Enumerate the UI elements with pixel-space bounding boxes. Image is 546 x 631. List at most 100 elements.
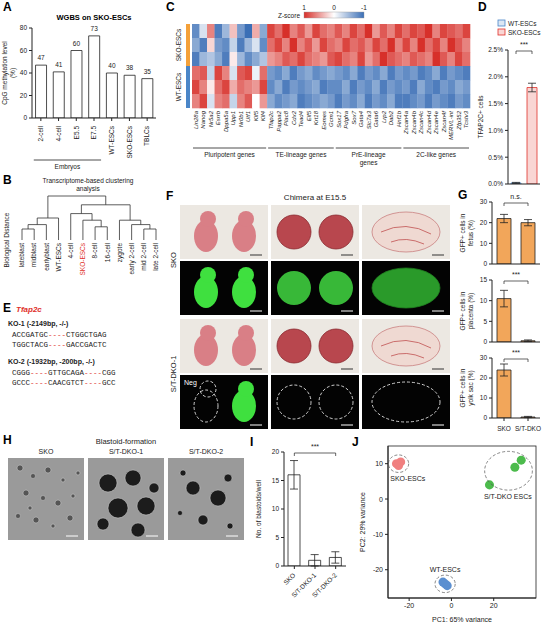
svg-text:15: 15 — [272, 477, 280, 484]
svg-text:S/T-DKO ESCs: S/T-DKO ESCs — [484, 493, 532, 500]
svg-text:5: 5 — [275, 534, 279, 541]
svg-text:1.5%: 1.5% — [488, 100, 503, 107]
svg-text:30: 30 — [480, 198, 488, 205]
svg-text:***: *** — [512, 349, 520, 356]
svg-text:20: 20 — [480, 374, 488, 381]
svg-text:E: E — [3, 301, 11, 315]
svg-text:G: G — [458, 188, 467, 202]
svg-text:Z-score: Z-score — [278, 12, 300, 19]
svg-text:Zscan4d: Zscan4d — [426, 110, 432, 135]
svg-text:10: 10 — [480, 297, 488, 304]
svg-text:-1: -1 — [361, 4, 367, 11]
svg-text:20: 20 — [490, 602, 498, 609]
svg-text:SKO-ESCs: SKO-ESCs — [126, 125, 133, 158]
svg-text:Plac8: Plac8 — [283, 110, 289, 126]
svg-text:2.5%: 2.5% — [488, 46, 503, 53]
svg-text:Zscan4f: Zscan4f — [441, 110, 447, 134]
svg-text:30: 30 — [480, 354, 488, 361]
svg-text:Hnf1b: Hnf1b — [396, 110, 402, 127]
svg-text:WGBS on SKO-ESCs: WGBS on SKO-ESCs — [56, 13, 131, 22]
svg-text:80: 80 — [20, 24, 28, 31]
svg-text:Zscan4c: Zscan4c — [418, 111, 424, 135]
svg-text:CGGG----GTTGCAGA----CGG: CGGG----GTTGCAGA----CGG — [12, 369, 116, 377]
svg-text:Dab2: Dab2 — [388, 110, 394, 125]
svg-text:SKO: SKO — [497, 425, 511, 432]
svg-text:mid 2-cell: mid 2-cell — [140, 242, 147, 270]
svg-text:Gcm1: Gcm1 — [328, 111, 334, 127]
svg-text:earlyblast: earlyblast — [43, 243, 51, 271]
svg-text:A: A — [3, 0, 12, 14]
svg-text:-20: -20 — [373, 566, 383, 573]
svg-text:***: *** — [512, 271, 520, 278]
svg-text:J: J — [352, 435, 359, 449]
svg-text:15: 15 — [480, 276, 488, 283]
svg-text:SKO-ESCs: SKO-ESCs — [79, 242, 86, 275]
svg-text:Pappa2: Pappa2 — [276, 110, 282, 131]
svg-text:Krt18: Krt18 — [313, 110, 319, 125]
svg-text:10: 10 — [480, 240, 488, 247]
svg-text:GFP+ cells in: GFP+ cells in — [459, 213, 466, 252]
svg-text:Tfap2c: Tfap2c — [268, 111, 274, 129]
svg-text:Gata6: Gata6 — [373, 110, 379, 127]
svg-text:SKO: SKO — [39, 448, 54, 455]
svg-text:4-cell: 4-cell — [55, 125, 62, 141]
svg-text:Nr5a2: Nr5a2 — [208, 110, 214, 127]
svg-text:No. of blastoids/well: No. of blastoids/well — [255, 480, 262, 538]
svg-text:10: 10 — [375, 460, 383, 467]
svg-text:Zscan4e: Zscan4e — [433, 110, 439, 135]
svg-text:E5.5: E5.5 — [73, 126, 80, 140]
svg-text:n.s.: n.s. — [510, 193, 521, 200]
svg-text:Dppa5a: Dppa5a — [223, 110, 229, 132]
svg-text:F: F — [166, 189, 173, 203]
svg-text:60: 60 — [73, 40, 81, 47]
svg-text:early 2-cell: early 2-cell — [128, 242, 136, 274]
svg-text:Zscan4b: Zscan4b — [411, 110, 417, 135]
svg-text:S/T-DKO-1: S/T-DKO-1 — [109, 448, 143, 455]
svg-text:TFAP2C+ cells: TFAP2C+ cells — [477, 95, 484, 139]
svg-text:Lin28a: Lin28a — [193, 110, 199, 129]
svg-text:Biological Distance: Biological Distance — [3, 212, 11, 267]
svg-text:Embryos: Embryos — [55, 163, 81, 171]
svg-text:TGGCTACG----GACCGACTC: TGGCTACG----GACCGACTC — [12, 341, 107, 349]
svg-text:73: 73 — [91, 25, 99, 32]
svg-text:WT-ESCs: WT-ESCs — [430, 566, 461, 573]
svg-text:10: 10 — [480, 394, 488, 401]
svg-text:yolk sac (%): yolk sac (%) — [467, 370, 475, 405]
svg-text:-10: -10 — [373, 531, 383, 538]
svg-text:analysis: analysis — [76, 185, 100, 193]
svg-text:0: 0 — [483, 260, 487, 267]
svg-text:WT-ESCs: WT-ESCs — [55, 242, 62, 271]
svg-text:SKO-ESCs: SKO-ESCs — [390, 475, 426, 482]
svg-text:SKO: SKO — [282, 571, 297, 586]
svg-text:0.0%: 0.0% — [488, 180, 503, 187]
svg-text:Gata4: Gata4 — [358, 110, 364, 127]
svg-text:PC1: 65% variance: PC1: 65% variance — [432, 616, 492, 623]
svg-text:Pdgfra: Pdgfra — [343, 110, 349, 128]
svg-text:Tfap2c: Tfap2c — [16, 305, 42, 314]
svg-text:Klf4: Klf4 — [260, 110, 266, 121]
svg-text:lateblast: lateblast — [18, 243, 25, 267]
svg-text:0: 0 — [379, 496, 383, 503]
svg-text:S/T-DKO-1: S/T-DKO-1 — [169, 356, 178, 393]
svg-text:2-cell: 2-cell — [37, 125, 44, 141]
svg-text:Sox17: Sox17 — [336, 110, 342, 128]
svg-text:Pluripotent genes: Pluripotent genes — [204, 151, 255, 159]
svg-text:***: *** — [520, 41, 528, 48]
svg-text:TE-lineage genes: TE-lineage genes — [275, 151, 327, 159]
svg-text:Lrp2: Lrp2 — [381, 110, 387, 123]
svg-text:WT-ESCs: WT-ESCs — [508, 20, 537, 27]
svg-text:Tead4: Tead4 — [298, 110, 304, 127]
svg-text:TBLCs: TBLCs — [143, 125, 150, 146]
svg-text:ACCGATGC----CTGGCTGAG: ACCGATGC----CTGGCTGAG — [12, 331, 107, 339]
svg-text:16-cell: 16-cell — [104, 242, 111, 262]
svg-text:SKO-ESCs: SKO-ESCs — [175, 28, 182, 61]
svg-text:GCCC----CAACGTCT----GCC: GCCC----CAACGTCT----GCC — [12, 379, 116, 387]
svg-text:38: 38 — [126, 64, 134, 71]
svg-text:41: 41 — [55, 61, 63, 68]
svg-text:zygote: zygote — [116, 243, 124, 263]
svg-text:Eomes: Eomes — [321, 111, 327, 130]
svg-text:S/T-DKO-2: S/T-DKO-2 — [311, 571, 339, 599]
svg-text:genes: genes — [360, 159, 378, 167]
svg-text:0: 0 — [275, 562, 279, 569]
svg-text:GFP+ cells in: GFP+ cells in — [459, 368, 466, 407]
